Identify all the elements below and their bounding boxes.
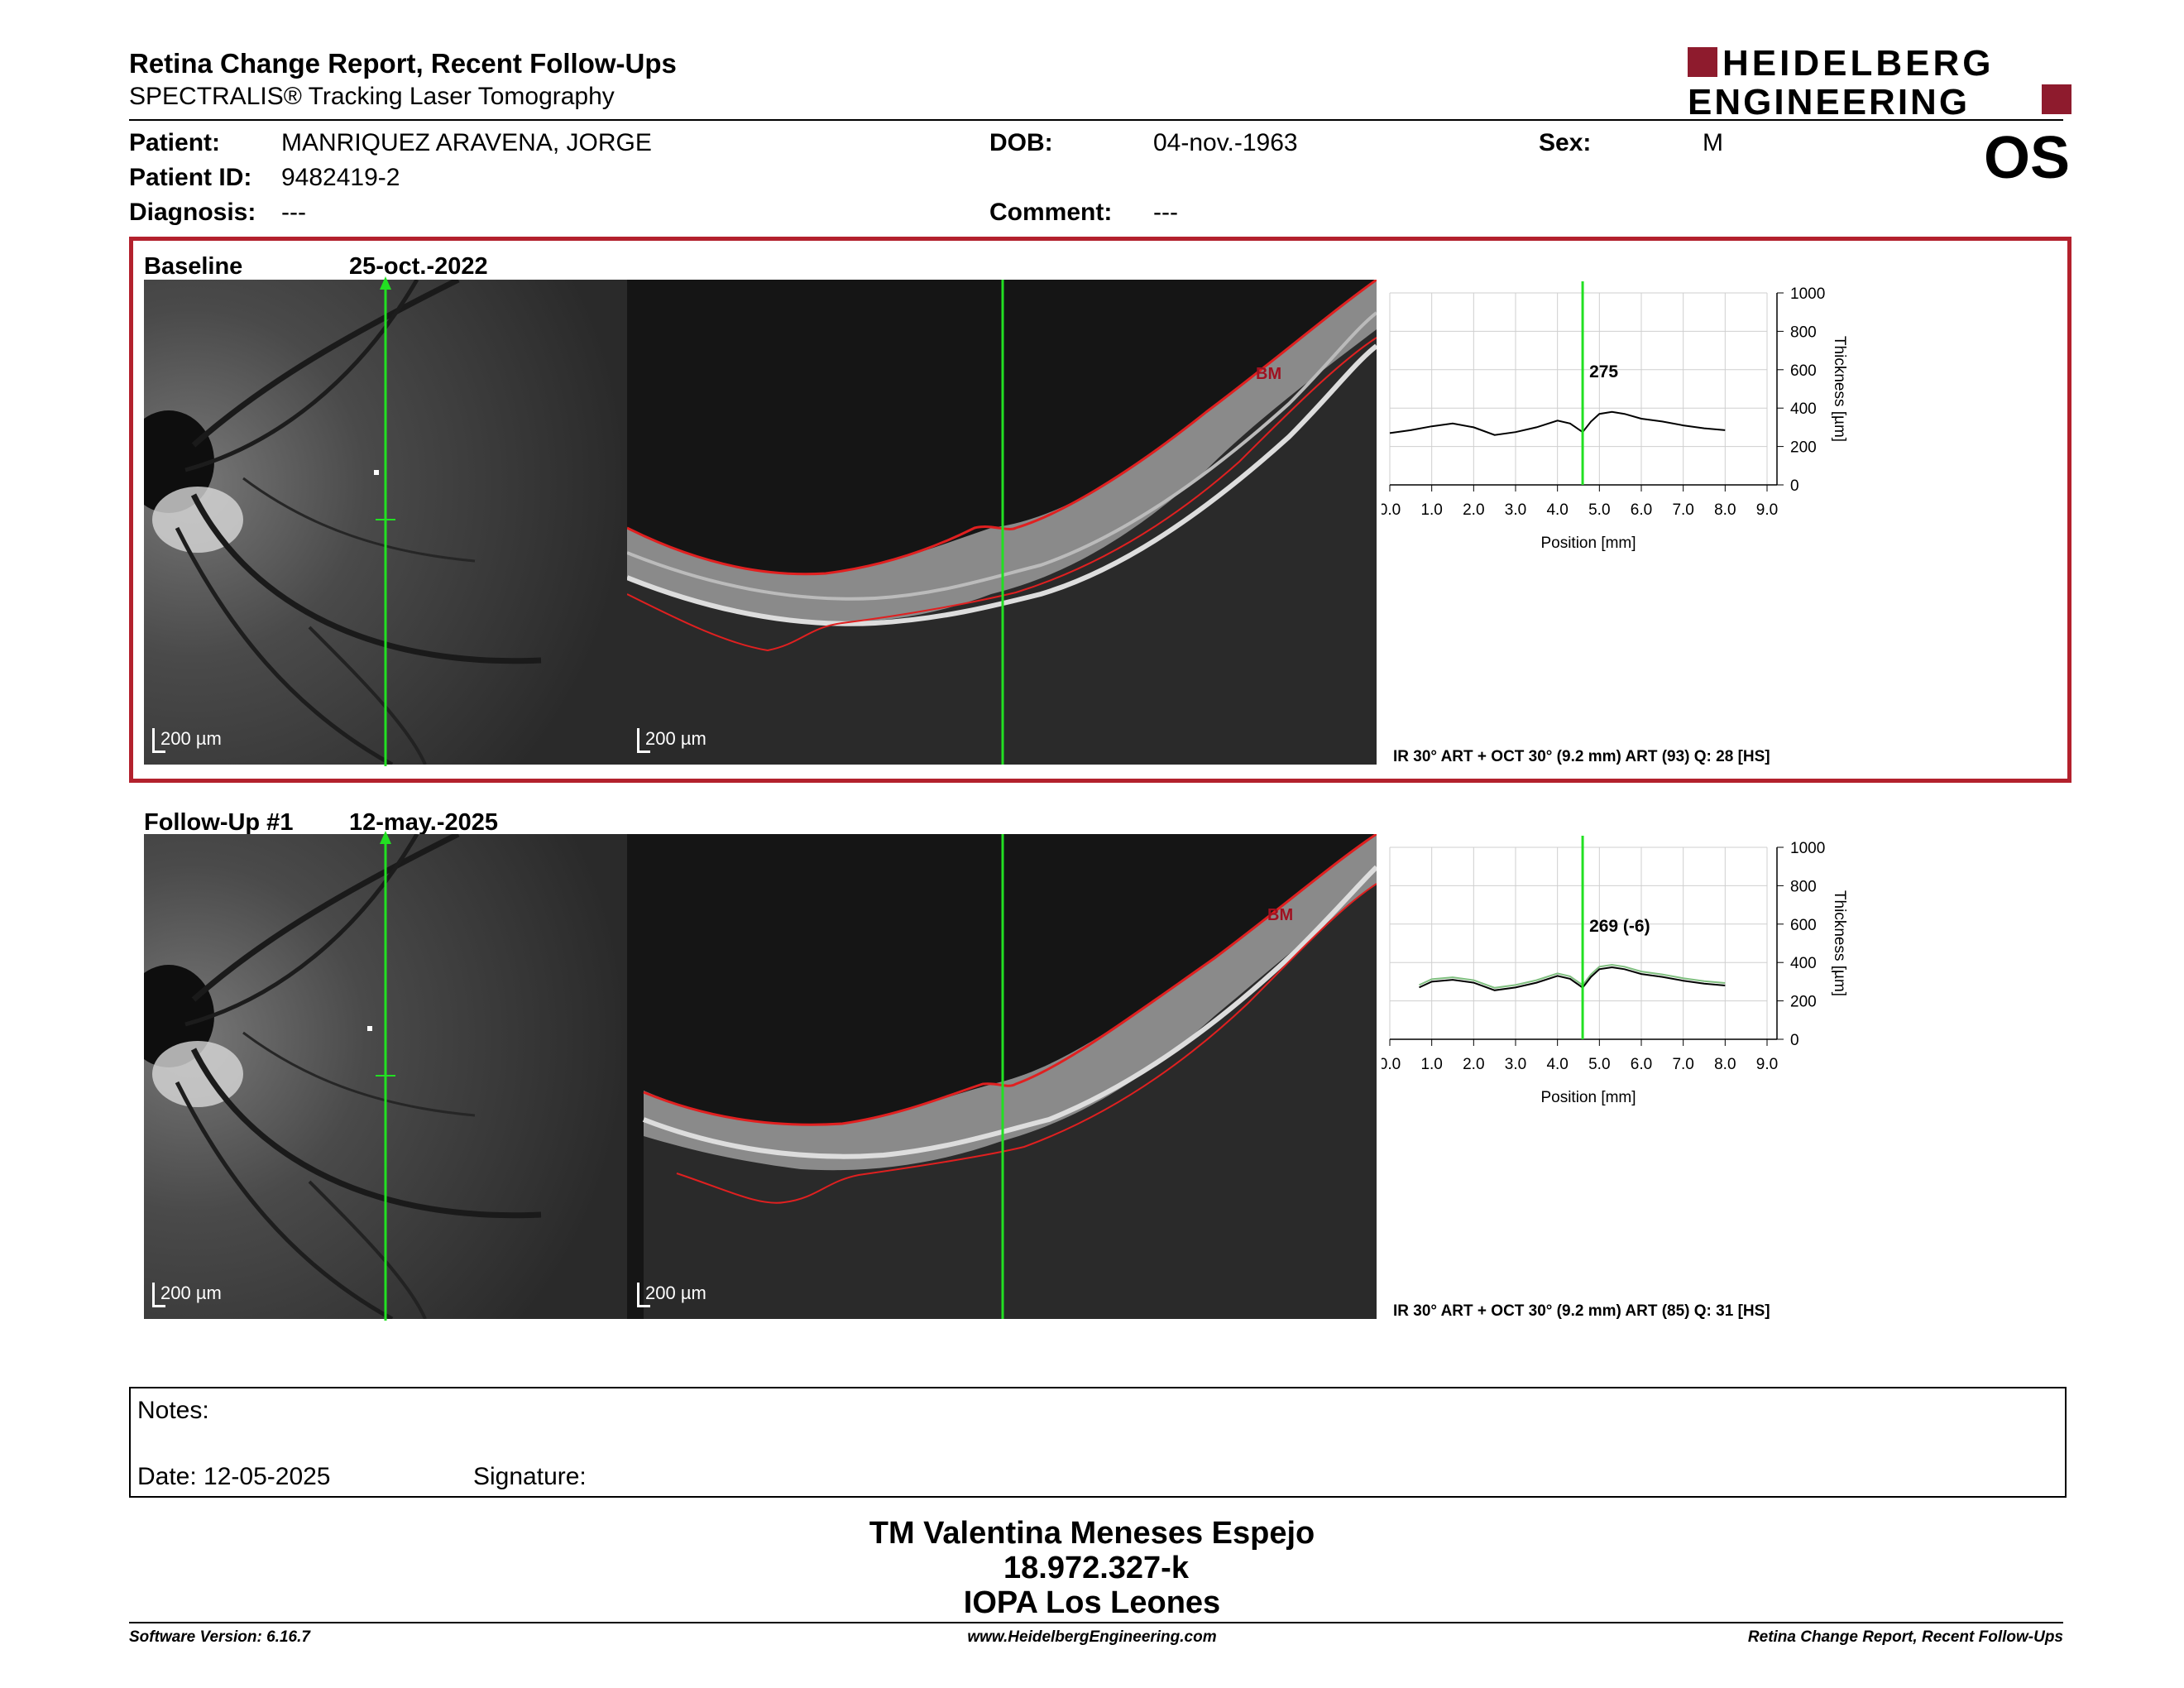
- baseline-date: 25-oct.-2022: [349, 253, 488, 280]
- series-line: [1389, 410, 1726, 436]
- footer-report: Retina Change Report, Recent Follow-Ups: [1747, 1628, 2063, 1646]
- notes-date: Date: 12-05-2025: [137, 1463, 331, 1490]
- dob-label: DOB:: [989, 129, 1053, 156]
- baseline-ir-scanline: [376, 276, 395, 766]
- x-tick-label: 0.0: [1382, 1056, 1401, 1073]
- sex-value: M: [1703, 129, 1723, 156]
- x-tick-label: 9.0: [1756, 1056, 1778, 1073]
- baseline-thickness-chart: 0.0 1.0 2.0 3.0 4.0 5.0 6.0 7.0 8.0 9.0 0 200 400 600…: [1382, 281, 1848, 552]
- followup-oct-scale: 200 µm: [637, 1279, 706, 1307]
- y-tick-label: 600: [1790, 362, 1817, 380]
- comment-label: Comment:: [989, 199, 1113, 226]
- y-tick-label: 1000: [1790, 285, 1825, 303]
- report-title: Retina Change Report, Recent Follow-Ups: [129, 48, 677, 79]
- y-axis-label: Thickness [µm]: [1831, 336, 1848, 442]
- y-tick-label: 800: [1790, 878, 1817, 895]
- notes-label: Notes:: [137, 1397, 209, 1424]
- baseline-ir-scale: 200 µm: [152, 725, 222, 753]
- y-tick-label: 0: [1790, 1032, 1799, 1049]
- eye-indicator: OS: [1984, 125, 2071, 191]
- followup-caption: IR 30° ART + OCT 30° (9.2 mm) ART (85) Q…: [1393, 1302, 1770, 1320]
- x-axis-label: Position [mm]: [1540, 535, 1636, 552]
- institution: IOPA Los Leones: [963, 1585, 1221, 1620]
- x-tick-label: 4.0: [1546, 1056, 1568, 1073]
- comment-value: ---: [1153, 199, 1178, 226]
- y-tick-label: 200: [1790, 439, 1817, 457]
- diagnosis-value: ---: [281, 199, 306, 226]
- followup-date: 12-may.-2025: [349, 809, 499, 836]
- technician-id: 18.972.327-k: [1003, 1551, 1189, 1585]
- patient-id-label: Patient ID:: [129, 164, 252, 191]
- x-tick-label: 8.0: [1714, 501, 1736, 519]
- x-tick-label: 1.0: [1420, 501, 1442, 519]
- y-tick-label: 1000: [1790, 840, 1825, 857]
- y-tick-label: 600: [1790, 917, 1817, 934]
- website: www.HeidelbergEngineering.com: [967, 1628, 1217, 1646]
- notes-box: Notes: Date: 12-05-2025 Signature:: [129, 1387, 2067, 1498]
- followup-bm-label: BM: [1267, 906, 1293, 924]
- dob-value: 04-nov.-1963: [1153, 129, 1298, 156]
- technician-name: TM Valentina Meneses Espejo: [869, 1516, 1315, 1551]
- y-tick-label: 400: [1790, 400, 1817, 418]
- patient-id: 9482419-2: [281, 164, 400, 191]
- x-tick-label: 6.0: [1631, 1056, 1652, 1073]
- x-tick-label: 1.0: [1420, 1056, 1442, 1073]
- followup-ir-scanline: [376, 831, 395, 1321]
- sex-label: Sex:: [1539, 129, 1592, 156]
- logo-square-top: [1688, 47, 1717, 77]
- followup-ir-scale: 200 µm: [152, 1279, 222, 1307]
- x-tick-label: 3.0: [1505, 501, 1526, 519]
- y-tick-label: 200: [1790, 994, 1817, 1011]
- series-line-reference: [1419, 963, 1726, 989]
- thickness-value-label: 269 (-6): [1589, 917, 1650, 936]
- baseline-caption: IR 30° ART + OCT 30° (9.2 mm) ART (93) Q…: [1393, 748, 1770, 765]
- logo-line2: ENGINEERING: [1688, 82, 1970, 117]
- software-version: Software Version: 6.16.7: [129, 1628, 310, 1646]
- x-tick-label: 9.0: [1756, 501, 1778, 519]
- x-tick-label: 2.0: [1463, 1056, 1484, 1073]
- baseline-label: Baseline: [144, 253, 243, 280]
- logo-square-bottom: [2042, 84, 2071, 114]
- y-tick-label: 800: [1790, 324, 1817, 341]
- followup-thickness-chart: 0.0 1.0 2.0 3.0 4.0 5.0 6.0 7.0 8.0 9.0 0 200 400 600…: [1382, 836, 1848, 1106]
- baseline-oct-scale: 200 µm: [637, 725, 706, 753]
- heidelberg-logo: HEIDELBERG ENGINEERING: [1688, 45, 2071, 117]
- x-tick-label: 7.0: [1672, 1056, 1693, 1073]
- thickness-value-label: 275: [1589, 362, 1618, 381]
- baseline-frame: [129, 237, 2071, 783]
- baseline-oct-image: BM 200 µm: [627, 280, 1377, 765]
- y-tick-label: 0: [1790, 477, 1799, 495]
- x-tick-label: 2.0: [1463, 501, 1484, 519]
- notes-signature: Signature:: [473, 1463, 587, 1490]
- x-tick-label: 4.0: [1546, 501, 1568, 519]
- x-tick-label: 0.0: [1382, 501, 1401, 519]
- x-tick-label: 6.0: [1631, 501, 1652, 519]
- followup-label: Follow-Up #1: [144, 809, 294, 836]
- followup-oct-image: BM 200 µm: [627, 834, 1377, 1319]
- x-axis-label: Position [mm]: [1540, 1089, 1636, 1106]
- x-tick-label: 7.0: [1672, 501, 1693, 519]
- logo-line1: HEIDELBERG: [1722, 45, 1994, 84]
- report-subtitle: SPECTRALIS® Tracking Laser Tomography: [129, 83, 615, 110]
- x-tick-label: 5.0: [1588, 1056, 1610, 1073]
- y-tick-label: 400: [1790, 955, 1817, 972]
- patient-name: MANRIQUEZ ARAVENA, JORGE: [281, 129, 652, 156]
- patient-name-label: Patient:: [129, 129, 221, 156]
- x-tick-label: 3.0: [1505, 1056, 1526, 1073]
- baseline-bm-label: BM: [1256, 365, 1281, 383]
- y-axis-label: Thickness [µm]: [1831, 890, 1848, 996]
- x-tick-label: 5.0: [1588, 501, 1610, 519]
- x-tick-label: 8.0: [1714, 1056, 1736, 1073]
- diagnosis-label: Diagnosis:: [129, 199, 256, 226]
